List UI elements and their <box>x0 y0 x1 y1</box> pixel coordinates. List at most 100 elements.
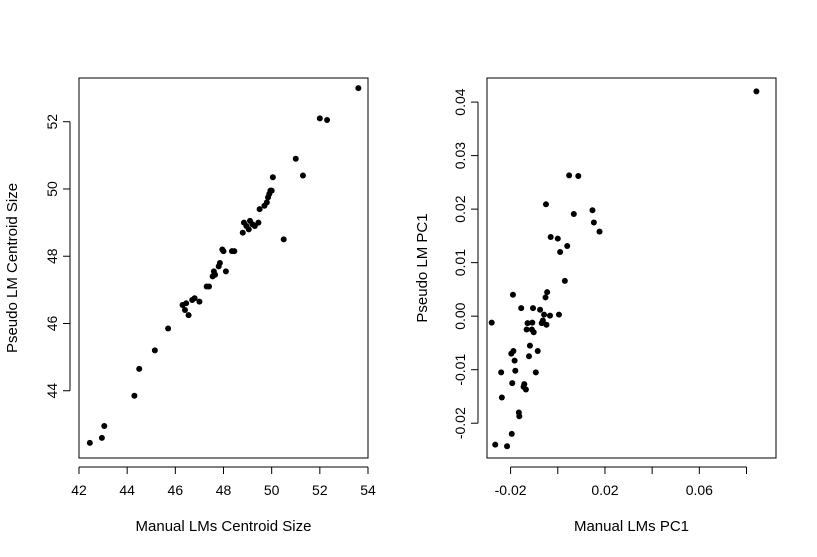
data-point <box>280 236 287 243</box>
data-point <box>263 199 270 206</box>
data-point <box>542 294 549 301</box>
y-tick-label: 0.01 <box>452 249 468 276</box>
data-point <box>492 441 499 448</box>
data-point <box>183 300 190 307</box>
data-point <box>206 283 213 290</box>
x-tick-label: -0.02 <box>495 482 527 498</box>
data-point <box>508 430 515 437</box>
data-point <box>547 233 554 240</box>
data-point <box>530 305 537 312</box>
data-point <box>753 88 760 95</box>
data-point <box>355 85 362 92</box>
data-point <box>555 311 562 318</box>
y-tick-label: 0.00 <box>452 302 468 329</box>
data-point <box>532 369 539 376</box>
data-point <box>518 305 525 312</box>
plot-frame <box>486 77 777 459</box>
y-tick-label: -0.02 <box>452 407 468 439</box>
data-point <box>222 268 229 275</box>
data-point <box>98 434 105 441</box>
data-point <box>530 329 537 336</box>
data-point <box>566 172 573 179</box>
data-point <box>524 320 531 327</box>
y-axis-label: Pseudo LM Centroid Size <box>4 183 21 353</box>
data-point <box>212 271 219 278</box>
data-point <box>534 347 541 354</box>
data-point <box>165 325 172 332</box>
y-tick-label: 44 <box>44 383 60 399</box>
x-tick-label: 52 <box>312 482 328 498</box>
y-tick-label: 46 <box>44 315 60 331</box>
data-point <box>590 219 597 226</box>
y-tick-label: 52 <box>44 114 60 130</box>
data-point <box>509 380 516 387</box>
data-point <box>498 369 505 376</box>
data-point <box>255 219 262 226</box>
data-point <box>521 381 528 388</box>
data-point <box>185 312 192 319</box>
plot-frame <box>78 77 369 459</box>
data-point <box>575 172 582 179</box>
data-point <box>268 187 275 194</box>
data-point <box>544 289 551 296</box>
data-point <box>269 174 276 181</box>
data-point <box>512 367 519 374</box>
data-point <box>541 311 548 318</box>
data-point <box>564 243 571 250</box>
y-axis-label: Pseudo LM PC1 <box>414 213 431 322</box>
data-point <box>181 307 188 314</box>
data-point <box>522 386 529 393</box>
data-point <box>511 357 518 364</box>
data-point <box>216 259 223 266</box>
x-tick-label: 0.06 <box>686 482 713 498</box>
data-point <box>299 172 306 179</box>
data-point <box>131 392 138 399</box>
data-point <box>554 235 561 242</box>
data-point <box>101 423 108 430</box>
data-point <box>231 248 238 255</box>
data-point <box>488 319 495 326</box>
data-point <box>529 319 536 326</box>
data-point <box>543 321 550 328</box>
data-point <box>526 342 533 349</box>
x-tick-label: 0.02 <box>591 482 618 498</box>
y-tick-label: 48 <box>44 248 60 264</box>
x-tick-label: 46 <box>168 482 184 498</box>
data-point <box>151 347 158 354</box>
x-tick-label: 48 <box>216 482 232 498</box>
data-point <box>557 248 564 255</box>
data-point <box>86 439 93 446</box>
data-point <box>516 413 523 420</box>
data-point <box>256 206 263 213</box>
x-tick-label: 44 <box>119 482 135 498</box>
data-point <box>589 207 596 214</box>
x-axis-label: Manual LMs Centroid Size <box>136 518 312 535</box>
x-tick-label: 42 <box>71 482 87 498</box>
y-tick-label: 50 <box>44 181 60 197</box>
data-point <box>537 306 544 313</box>
data-point <box>596 228 603 235</box>
y-tick-label: 0.04 <box>452 88 468 115</box>
data-point <box>239 229 246 236</box>
data-point <box>525 353 532 360</box>
data-point <box>196 298 203 305</box>
data-point <box>191 295 198 302</box>
data-point <box>510 347 517 354</box>
data-point <box>546 312 553 319</box>
pc1-scatter: -0.02 0.02 0.06 -0.02 -0.01 0.00 0.01 0.02 0.03 0… <box>414 77 777 535</box>
centroid-size-scatter: 42 44 46 48 50 52 54 44 46 48 50 52 Manual LMs Centr… <box>4 77 376 535</box>
data-point <box>316 115 323 122</box>
data-point <box>498 394 505 401</box>
data-point <box>292 155 299 162</box>
y-tick-label: 0.02 <box>452 195 468 222</box>
data-point <box>523 326 530 333</box>
y-tick-label: 0.03 <box>452 142 468 169</box>
y-tick-label: -0.01 <box>452 354 468 386</box>
x-axis-label: Manual LMs PC1 <box>574 518 689 535</box>
x-tick-label: 54 <box>360 482 376 498</box>
data-point <box>509 291 516 298</box>
data-point <box>539 317 546 324</box>
data-point <box>220 248 227 255</box>
data-point <box>542 201 549 208</box>
